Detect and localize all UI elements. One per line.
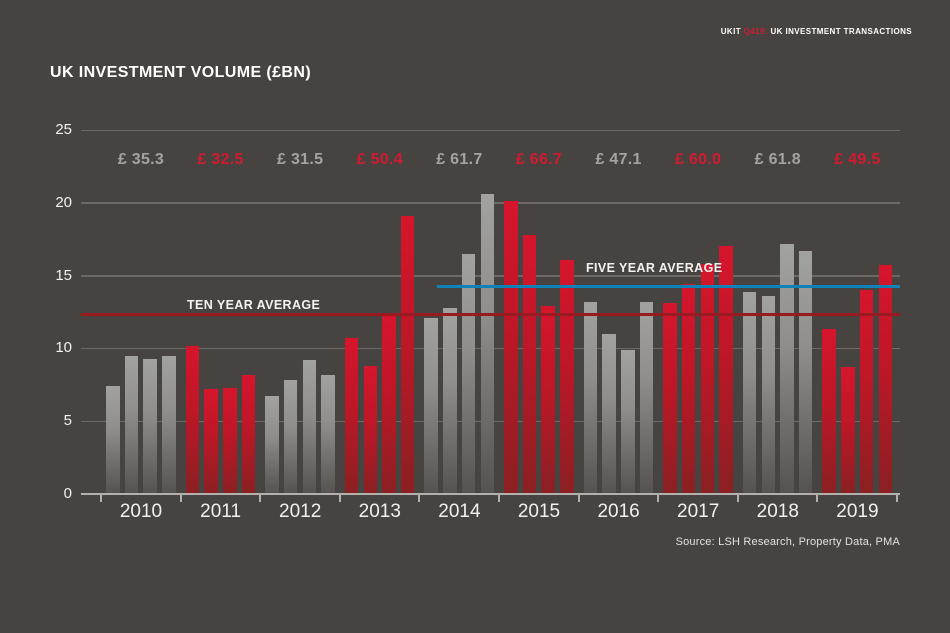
x-axis-tick xyxy=(816,494,819,502)
bar-2019-q2 xyxy=(841,367,855,494)
annual-total-2018: £ 61.8 xyxy=(754,151,801,168)
gridline-25 xyxy=(81,129,900,131)
chart-title: UK INVESTMENT VOLUME (£BN) xyxy=(50,64,312,81)
bar-2016-q2 xyxy=(602,333,616,494)
ten-year-average-label: TEN YEAR AVERAGE xyxy=(187,298,321,312)
x-axis-label-2019: 2019 xyxy=(836,501,879,522)
annual-total-2013: £ 50.4 xyxy=(356,151,403,168)
x-axis-tick xyxy=(259,494,262,502)
bar-2014-q2 xyxy=(443,307,457,494)
bar-2012-q2 xyxy=(283,380,298,494)
bar-2012-q1 xyxy=(265,396,279,494)
x-axis-label-2017: 2017 xyxy=(677,501,720,522)
bar-2015-q3 xyxy=(541,306,555,494)
x-axis-label-2011: 2011 xyxy=(200,501,242,522)
x-axis-line xyxy=(81,492,900,495)
bar-2013-q2 xyxy=(363,365,378,494)
x-axis-tick xyxy=(498,494,500,502)
annual-total-2011: £ 32.5 xyxy=(197,151,244,168)
bar-2015-q2 xyxy=(522,234,537,494)
masthead: UKIT Q419: UK INVESTMENT TRANSACTIONS xyxy=(721,27,912,36)
y-tick-label-20: 20 xyxy=(55,193,72,211)
bar-2010-q4 xyxy=(162,355,176,494)
bar-2018-q2 xyxy=(761,295,776,494)
annual-total-2017: £ 60.0 xyxy=(675,151,722,168)
bar-2015-q1 xyxy=(504,201,518,494)
masthead-quarter: Q419: xyxy=(743,27,768,36)
y-tick-label-25: 25 xyxy=(55,121,72,138)
bar-2014-q1 xyxy=(424,317,438,494)
bar-2018-q1 xyxy=(742,291,757,494)
x-axis-tick xyxy=(338,494,341,502)
x-axis-label-2015: 2015 xyxy=(517,501,561,522)
bar-2015-q4 xyxy=(560,259,574,494)
plot-area: TEN YEAR AVERAGE FIVE YEAR AVERAGE xyxy=(81,129,900,502)
bar-2018-q4 xyxy=(798,250,813,494)
ten-year-average-line xyxy=(81,313,900,316)
x-axis-label-2012: 2012 xyxy=(279,501,322,522)
bar-2010-q1 xyxy=(106,386,120,494)
x-axis-label-2014: 2014 xyxy=(438,501,481,522)
bar-2010-q3 xyxy=(143,358,157,494)
bar-2010-q2 xyxy=(124,355,139,494)
bar-2019-q4 xyxy=(878,265,893,494)
annual-total-2016: £ 47.1 xyxy=(595,151,642,168)
x-axis-tick xyxy=(418,494,421,502)
five-year-average-label: FIVE YEAR AVERAGE xyxy=(586,261,723,275)
y-tick-label-10: 10 xyxy=(55,339,72,357)
x-axis-label-2016: 2016 xyxy=(597,501,640,522)
y-tick-label-0: 0 xyxy=(63,485,72,502)
bar-2012-q3 xyxy=(302,360,317,494)
annual-total-2012: £ 31.5 xyxy=(277,151,324,168)
bar-2014-q4 xyxy=(480,194,495,494)
bar-2016-q1 xyxy=(583,301,598,494)
bar-2011-q4 xyxy=(241,374,256,494)
bar-2018-q3 xyxy=(780,243,794,494)
y-tick-label-15: 15 xyxy=(55,266,72,284)
source-credit: Source: LSH Research, Property Data, PMA xyxy=(675,536,900,548)
x-axis-tick xyxy=(179,494,182,502)
bar-2012-q4 xyxy=(321,374,335,494)
bar-2011-q2 xyxy=(204,389,218,494)
bar-2019-q3 xyxy=(859,290,874,494)
bar-2013-q1 xyxy=(344,338,359,494)
bar-2013-q4 xyxy=(400,215,415,494)
y-tick-label-5: 5 xyxy=(63,412,72,430)
x-axis-tick xyxy=(736,494,739,502)
bar-2017-q2 xyxy=(681,284,696,494)
annual-total-2014: £ 61.7 xyxy=(436,151,483,168)
annual-total-2019: £ 49.5 xyxy=(834,151,881,168)
masthead-brand: UKIT xyxy=(720,27,744,36)
bar-2017-q4 xyxy=(719,246,733,494)
bar-2011-q3 xyxy=(223,387,237,494)
x-axis-tick xyxy=(896,494,898,502)
bar-2014-q3 xyxy=(461,253,476,494)
bar-2017-q1 xyxy=(663,303,677,494)
bar-2011-q1 xyxy=(185,345,200,494)
bar-2017-q3 xyxy=(700,263,715,494)
x-axis-tick xyxy=(657,494,660,502)
x-axis-tick xyxy=(577,494,580,502)
x-axis-label-2010: 2010 xyxy=(119,501,163,522)
x-axis-tick xyxy=(100,494,102,502)
bar-2019-q1 xyxy=(822,329,836,494)
annual-total-2015: £ 66.7 xyxy=(515,151,563,168)
x-axis-label-2013: 2013 xyxy=(358,501,401,522)
x-axis-label-2018: 2018 xyxy=(756,501,799,522)
annual-total-2010: £ 35.3 xyxy=(117,151,165,168)
bar-2016-q3 xyxy=(621,349,635,494)
five-year-average-line xyxy=(437,285,900,289)
masthead-report-title: UK INVESTMENT TRANSACTIONS xyxy=(767,27,912,36)
bar-2016-q4 xyxy=(639,301,654,494)
bar-2013-q3 xyxy=(382,316,396,494)
